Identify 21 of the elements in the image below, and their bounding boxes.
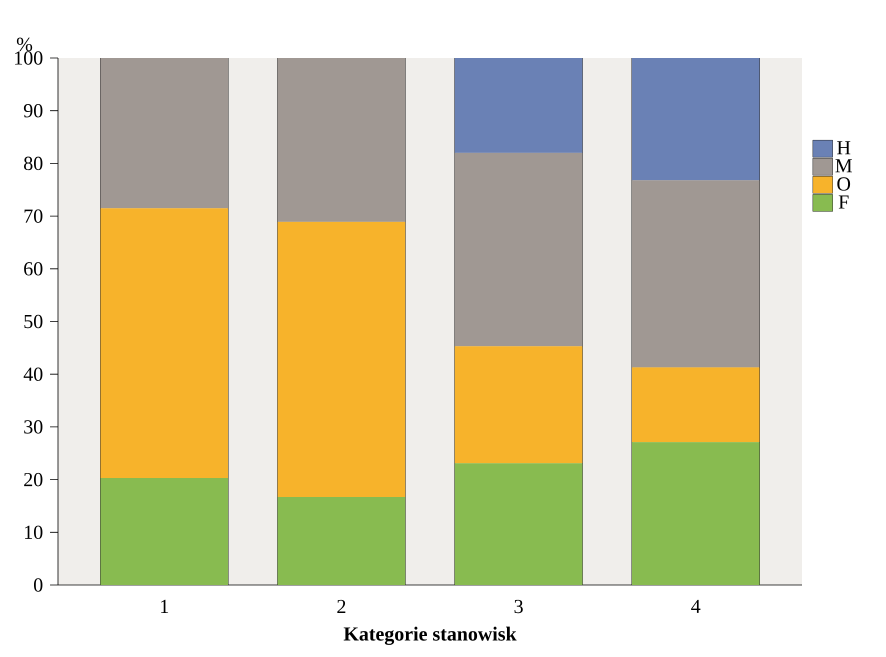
y-tick-label: 20	[24, 472, 42, 486]
x-tick-label: 2	[337, 600, 346, 614]
y-tick-label: 10	[25, 526, 42, 540]
y-tick-label: 40	[24, 367, 42, 381]
x-tick-label: 1	[161, 600, 168, 613]
x-tick-label: 4	[691, 600, 700, 613]
legend-label: H	[837, 141, 850, 154]
y-axis-title: %	[16, 38, 32, 52]
y-tick-label: 70	[24, 209, 42, 223]
y-tick-label: 30	[24, 420, 42, 434]
x-axis-title: Kategorie stanowisk	[344, 626, 517, 645]
y-tick-label: 80	[24, 156, 42, 170]
legend-label: O	[837, 177, 850, 191]
y-tick-label: 60	[24, 262, 42, 276]
legend-label: F	[838, 195, 849, 209]
legend-label: M	[835, 159, 852, 172]
y-tick-label: 100	[15, 51, 42, 65]
y-tick-label: 0	[34, 578, 42, 592]
y-tick-label: 90	[24, 104, 42, 118]
x-tick-label: 3	[514, 600, 523, 614]
y-tick-label: 50	[24, 314, 42, 328]
